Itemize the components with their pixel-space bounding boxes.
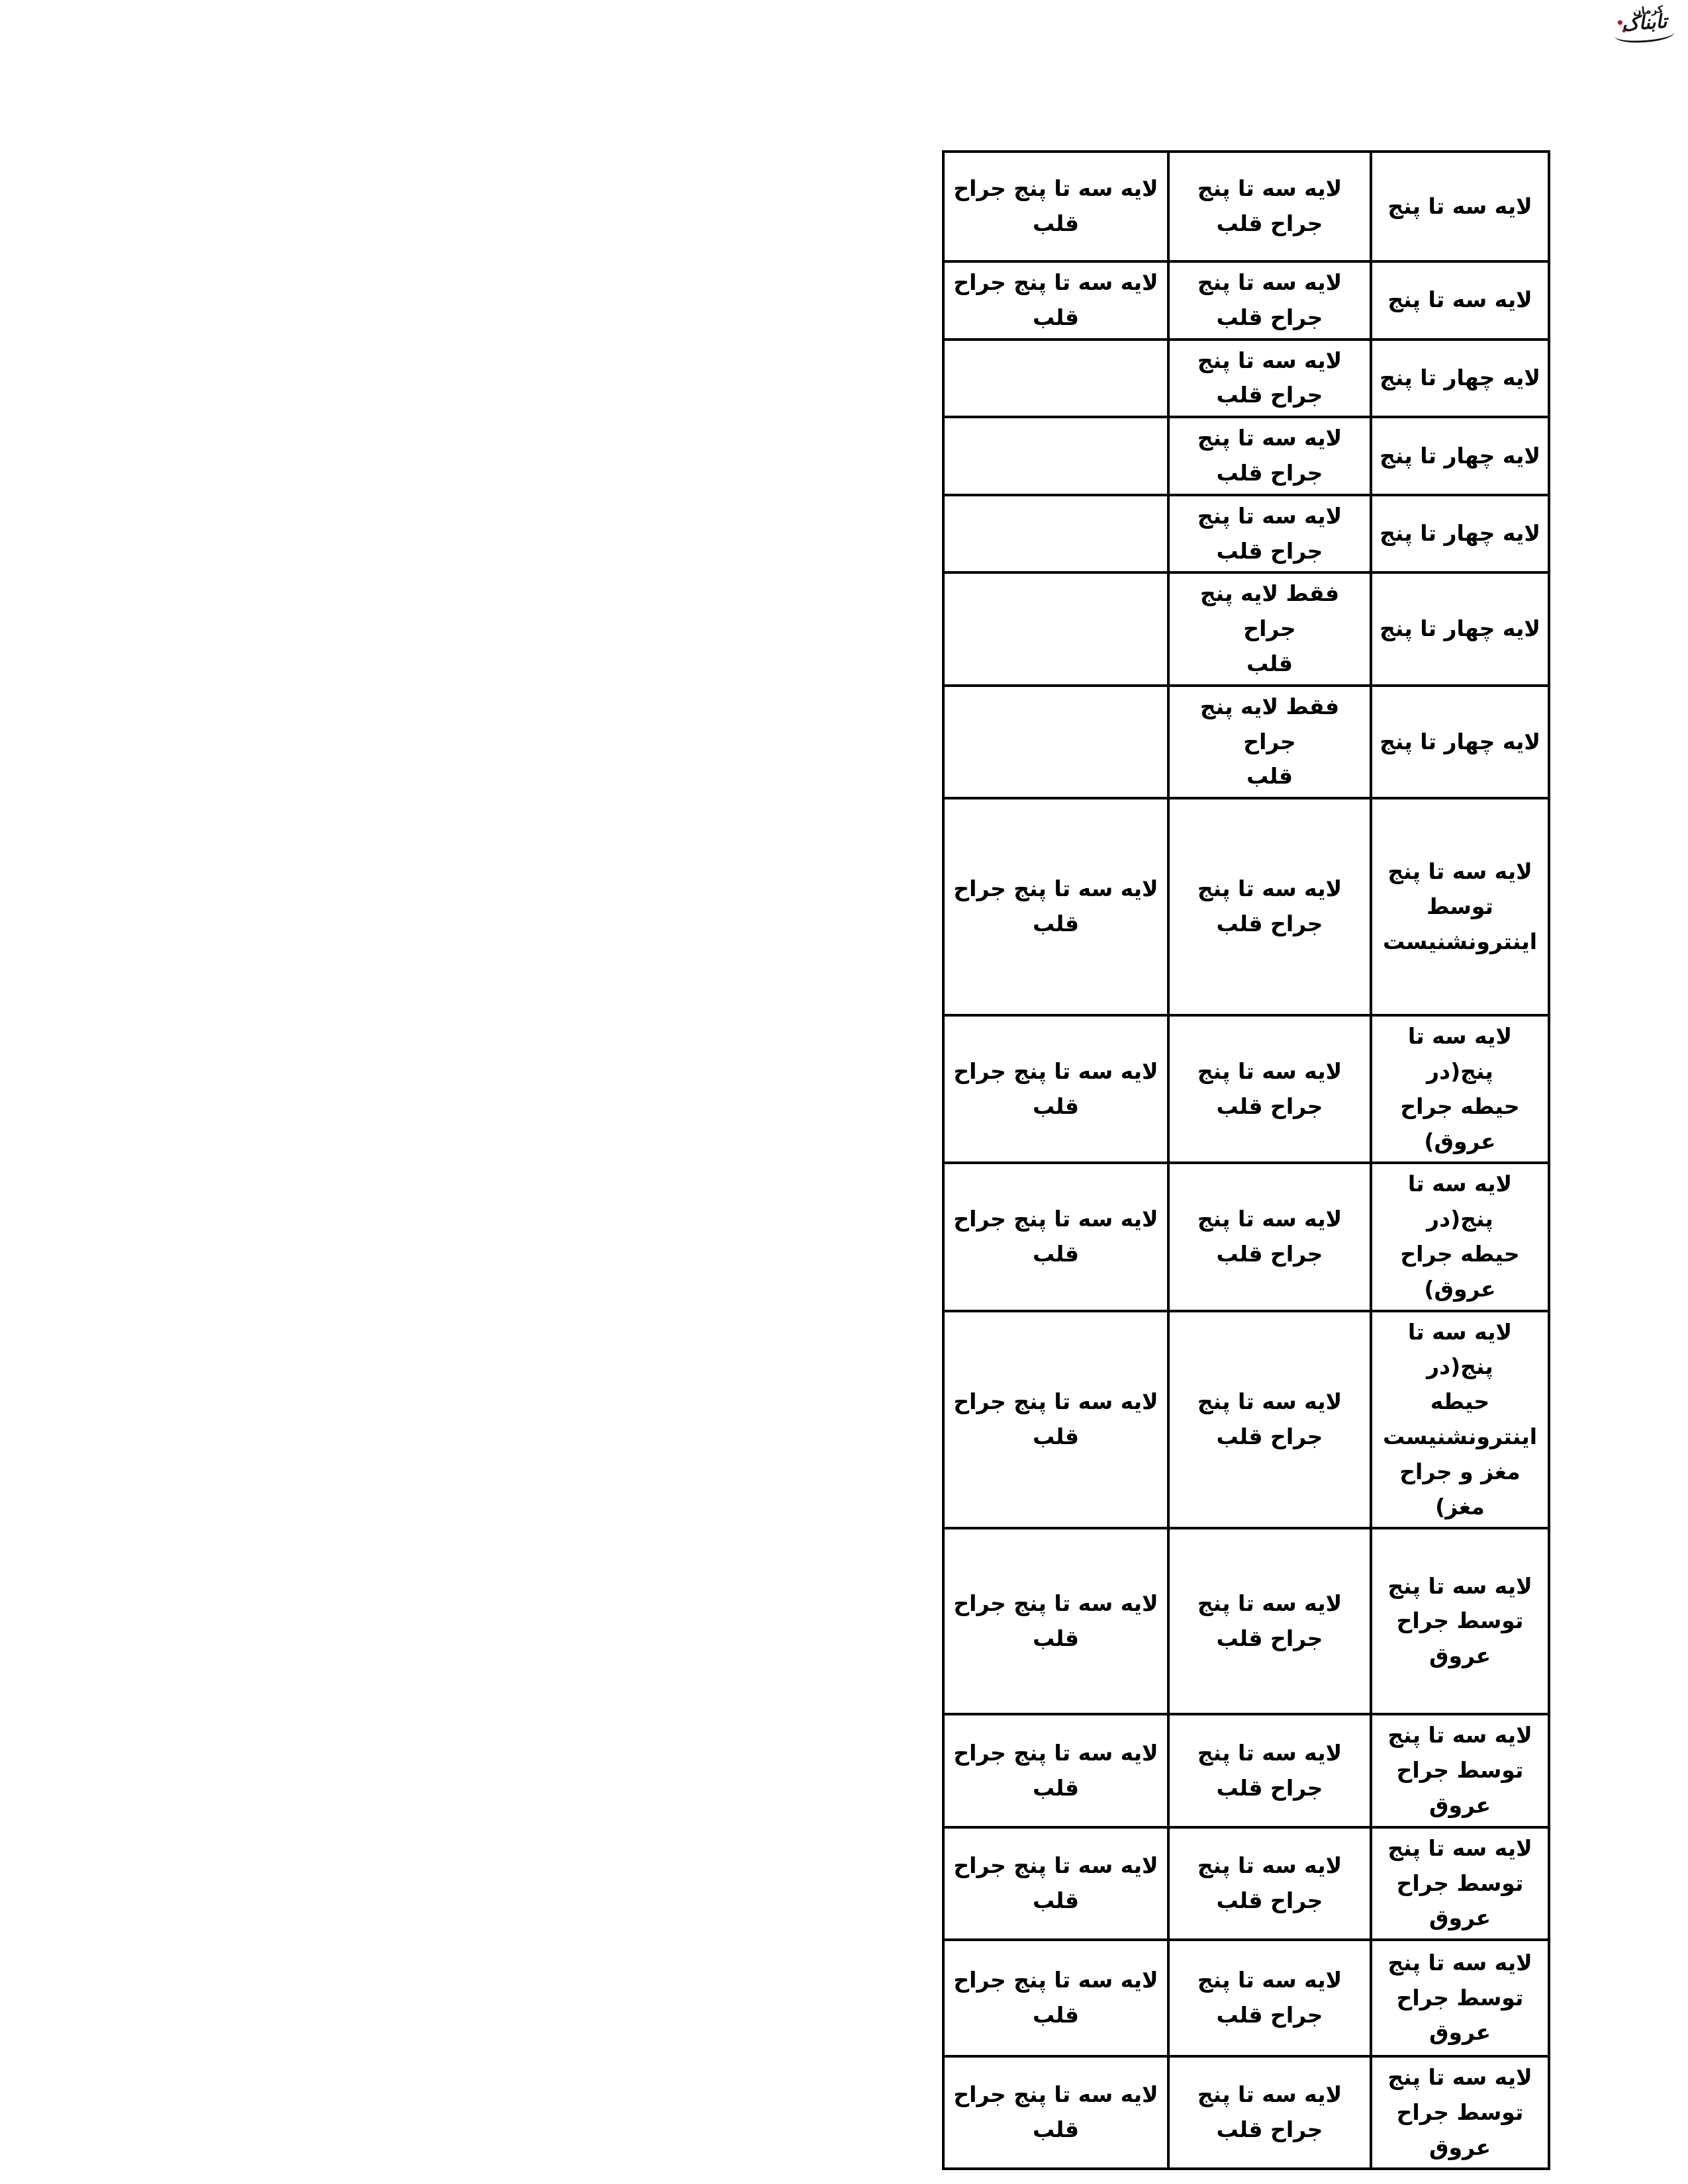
coverage-table: لایه سه تا پنج لایه سه تا پنج جراح قلب ل… (942, 150, 1550, 2171)
table-row: لایه سه تا پنج(در حیطه جراح عروق) لایه س… (942, 1014, 1550, 1165)
table-cell-right: لایه سه تا پنج (1370, 260, 1550, 341)
table-cell-middle: لایه سه تا پنج جراح قلب (1167, 1713, 1372, 1829)
table-cell-right: لایه سه تا پنج توسط جراح عروق (1370, 2055, 1550, 2171)
table-row: لایه چهار تا پنج لایه سه تا پنج جراح قلب (942, 493, 1550, 574)
table-cell-right: لایه چهار تا پنج (1370, 416, 1550, 496)
table-cell-middle: لایه سه تا پنج جراح قلب (1167, 1014, 1372, 1165)
table-cell-middle: لایه سه تا پنج جراح قلب (1167, 1527, 1372, 1716)
table-cell-right: لایه چهار تا پنج (1370, 338, 1550, 419)
table-cell-right: لایه سه تا پنج(در حیطه جراح عروق) (1370, 1014, 1550, 1165)
coverage-table-body: لایه سه تا پنج لایه سه تا پنج جراح قلب ل… (942, 150, 1550, 2171)
table-row: لایه سه تا پنج توسط جراح عروق لایه سه تا… (942, 1825, 1550, 1942)
table-row: لایه چهار تا پنج فقط لایه پنج جراح قلب (942, 684, 1550, 800)
table-cell-middle: لایه سه تا پنج جراح قلب (1167, 797, 1372, 1017)
table-cell-middle: لایه سه تا پنج جراح قلب (1167, 1825, 1372, 1942)
table-cell-middle: لایه سه تا پنج جراح قلب (1167, 2055, 1372, 2171)
table-cell-left: لایه سه تا پنج جراح قلب (942, 1014, 1170, 1165)
table-cell-left: لایه سه تا پنج جراح قلب (942, 260, 1170, 341)
table-cell-middle: لایه سه تا پنج جراح قلب (1167, 338, 1372, 419)
table-row: لایه سه تا پنج توسط جراح عروق لایه سه تا… (942, 1713, 1550, 1829)
table-cell-left (942, 684, 1170, 800)
table-cell-left: لایه سه تا پنج جراح قلب (942, 1825, 1170, 1942)
table-cell-middle: لایه سه تا پنج جراح قلب (1167, 1161, 1372, 1312)
table-row: لایه چهار تا پنج لایه سه تا پنج جراح قلب (942, 416, 1550, 496)
table-cell-left: لایه سه تا پنج جراح قلب (942, 1309, 1170, 1530)
table-cell-right: لایه سه تا پنج توسط جراح عروق (1370, 1527, 1550, 1716)
table-row: لایه سه تا پنج توسط جراح عروق لایه سه تا… (942, 1938, 1550, 2058)
table-cell-middle: لایه سه تا پنج جراح قلب (1167, 1309, 1372, 1530)
table-row: لایه چهار تا پنج فقط لایه پنج جراح قلب (942, 571, 1550, 687)
table-cell-left: لایه سه تا پنج جراح قلب (942, 2055, 1170, 2171)
table-cell-left (942, 571, 1170, 687)
table-cell-left: لایه سه تا پنج جراح قلب (942, 1938, 1170, 2058)
table-row: لایه سه تا پنج توسط اینترونشنیست لایه سه… (942, 797, 1550, 1017)
table-row: لایه سه تا پنج(در حیطه اینترونشنیست مغز … (942, 1309, 1550, 1530)
table-cell-middle: لایه سه تا پنج جراح قلب (1167, 416, 1372, 496)
table-cell-middle: لایه سه تا پنج جراح قلب (1167, 260, 1372, 341)
table-cell-right: لایه سه تا پنج توسط جراح عروق (1370, 1938, 1550, 2058)
table-cell-left (942, 416, 1170, 496)
table-cell-middle: فقط لایه پنج جراح قلب (1167, 571, 1372, 687)
table-cell-right: لایه سه تا پنج (1370, 150, 1550, 263)
table-cell-left: لایه سه تا پنج جراح قلب (942, 1713, 1170, 1829)
table-cell-right: لایه چهار تا پنج (1370, 571, 1550, 687)
table-row: لایه سه تا پنج توسط جراح عروق لایه سه تا… (942, 1527, 1550, 1716)
table-cell-middle: فقط لایه پنج جراح قلب (1167, 684, 1372, 800)
table-row: لایه سه تا پنج لایه سه تا پنج جراح قلب ل… (942, 150, 1550, 263)
table-cell-middle: لایه سه تا پنج جراح قلب (1167, 150, 1372, 263)
table-cell-right: لایه سه تا پنج توسط اینترونشنیست (1370, 797, 1550, 1017)
table-row: لایه سه تا پنج توسط جراح عروق لایه سه تا… (942, 2055, 1550, 2171)
table-cell-right: لایه چهار تا پنج (1370, 684, 1550, 800)
table-row: لایه چهار تا پنج لایه سه تا پنج جراح قلب (942, 338, 1550, 419)
table-cell-left: لایه سه تا پنج جراح قلب (942, 1527, 1170, 1716)
tabnak-kerman-logo: کرمان تابناک (1611, 3, 1677, 45)
table-cell-left: لایه سه تا پنج جراح قلب (942, 1161, 1170, 1312)
table-cell-left (942, 338, 1170, 419)
table-cell-right: لایه سه تا پنج(در حیطه جراح عروق) (1370, 1161, 1550, 1312)
table-cell-right: لایه چهار تا پنج (1370, 493, 1550, 574)
table-cell-right: لایه سه تا پنج توسط جراح عروق (1370, 1825, 1550, 1942)
table-cell-right: لایه سه تا پنج توسط جراح عروق (1370, 1713, 1550, 1829)
table-cell-left: لایه سه تا پنج جراح قلب (942, 150, 1170, 263)
table-row: لایه سه تا پنج لایه سه تا پنج جراح قلب ل… (942, 260, 1550, 341)
table-cell-middle: لایه سه تا پنج جراح قلب (1167, 493, 1372, 574)
table-cell-left (942, 493, 1170, 574)
table-cell-left: لایه سه تا پنج جراح قلب (942, 797, 1170, 1017)
table-row: لایه سه تا پنج(در حیطه جراح عروق) لایه س… (942, 1161, 1550, 1312)
table-cell-right: لایه سه تا پنج(در حیطه اینترونشنیست مغز … (1370, 1309, 1550, 1530)
table-cell-middle: لایه سه تا پنج جراح قلب (1167, 1938, 1372, 2058)
